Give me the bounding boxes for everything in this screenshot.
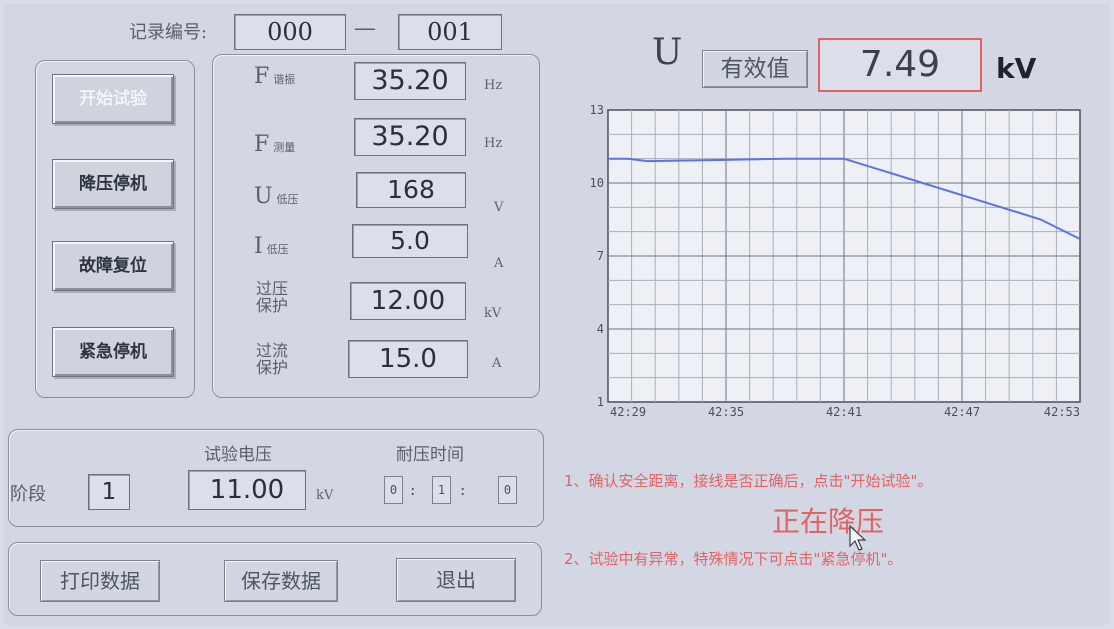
reading-label-f-resonance: F 谐振: [254, 64, 296, 89]
chart-y-tick-label: 10: [590, 176, 604, 190]
hint-line-1: 1、确认安全距离，接线是否正确后，点击"开始试验"。: [564, 472, 933, 490]
chart-x-tick-label: 42:47: [944, 405, 980, 419]
reading-label-f-measured: F 测量: [254, 132, 296, 157]
stage-label: 阶段: [10, 484, 46, 505]
print-data-button[interactable]: 打印数据: [40, 560, 160, 602]
chart-x-tick-label: 42:35: [708, 405, 744, 419]
voltage-value-display: 7.49: [818, 38, 982, 92]
withstand-time-hours[interactable]: 0: [384, 476, 403, 504]
mouse-cursor-icon: [849, 524, 867, 551]
reading-i-low-value: 5.0: [352, 224, 468, 258]
withstand-time-seconds[interactable]: 0: [498, 476, 517, 504]
record-number-part2[interactable]: 001: [398, 14, 502, 50]
withstand-time-label: 耐压时间: [396, 445, 464, 465]
reading-f-resonance-value: 35.20: [354, 62, 466, 100]
reading-u-low-value: 168: [356, 172, 466, 208]
withstand-time-minutes[interactable]: 1: [432, 476, 451, 504]
voltage-trend-chart: 1 4 7 10 13 42:29 42:35 42:41 42:47 42:53: [590, 103, 1081, 419]
hmi-screen: 记录编号: 000 — 001 开始试验 降压停机 故障复位 紧急停机 F 谐振 …: [4, 4, 1110, 625]
reading-f-resonance-unit: Hz: [484, 78, 503, 93]
time-separator: :: [410, 480, 416, 499]
chart-x-tick-label: 42:41: [826, 405, 862, 419]
rms-mode-button[interactable]: 有效值: [702, 50, 808, 88]
chart-y-tick-label: 13: [590, 103, 604, 117]
emergency-stop-button[interactable]: 紧急停机: [52, 327, 174, 377]
record-number-part1[interactable]: 000: [234, 14, 346, 50]
chart-y-tick-label: 7: [597, 249, 604, 263]
stage-panel: [8, 429, 544, 527]
chart-series-line: [608, 157, 1081, 240]
reading-f-measured-unit: Hz: [484, 136, 503, 151]
record-number-label: 记录编号:: [129, 22, 208, 43]
current-status-text: 正在降压: [772, 505, 885, 538]
reading-u-low-unit: V: [494, 200, 504, 215]
reading-label-overvoltage: 过压 保护: [256, 279, 289, 315]
reading-label-u-low: U 低压: [254, 184, 299, 209]
reading-label-i-low: I 低压: [254, 234, 289, 259]
stage-value[interactable]: 1: [88, 474, 130, 510]
exit-button[interactable]: 退出: [396, 558, 516, 602]
chart-series: [608, 157, 1081, 240]
readings-panel: [212, 54, 540, 398]
record-number-dash: —: [354, 16, 376, 41]
reading-overcurrent-value: 15.0: [348, 340, 468, 378]
fault-reset-button[interactable]: 故障复位: [52, 241, 174, 291]
save-data-button[interactable]: 保存数据: [224, 560, 338, 602]
start-test-button[interactable]: 开始试验: [52, 74, 174, 124]
voltage-unit: kV: [996, 52, 1037, 85]
bottom-button-panel: [8, 542, 542, 616]
control-button-panel: [35, 60, 195, 398]
chart-x-ticks: 42:29 42:35 42:41 42:47 42:53: [610, 405, 1080, 419]
hint-line-2: 2、试验中有异常，特殊情况下可点击"紧急停机"。: [564, 550, 903, 568]
chart-grid: [608, 110, 1080, 402]
test-voltage-value[interactable]: 11.00: [188, 470, 306, 510]
reading-label-overcurrent: 过流 保护: [256, 341, 289, 377]
time-separator: :: [460, 480, 466, 499]
chart-y-tick-label: 1: [597, 395, 604, 409]
reading-overvoltage-unit: kV: [484, 306, 502, 321]
step-down-stop-button[interactable]: 降压停机: [52, 159, 174, 209]
reading-overvoltage-value: 12.00: [350, 282, 466, 320]
chart-x-tick-label: 42:53: [1044, 405, 1080, 419]
test-voltage-label: 试验电压: [204, 445, 272, 465]
chart-y-tick-label: 4: [597, 322, 604, 336]
voltage-symbol: U: [652, 32, 683, 73]
reading-overcurrent-unit: A: [492, 356, 502, 371]
reading-i-low-unit: A: [494, 256, 504, 271]
chart-x-tick-label: 42:29: [610, 405, 646, 419]
chart-y-ticks: 1 4 7 10 13: [590, 103, 604, 409]
test-voltage-unit: kV: [316, 488, 334, 503]
reading-f-measured-value: 35.20: [354, 118, 466, 156]
